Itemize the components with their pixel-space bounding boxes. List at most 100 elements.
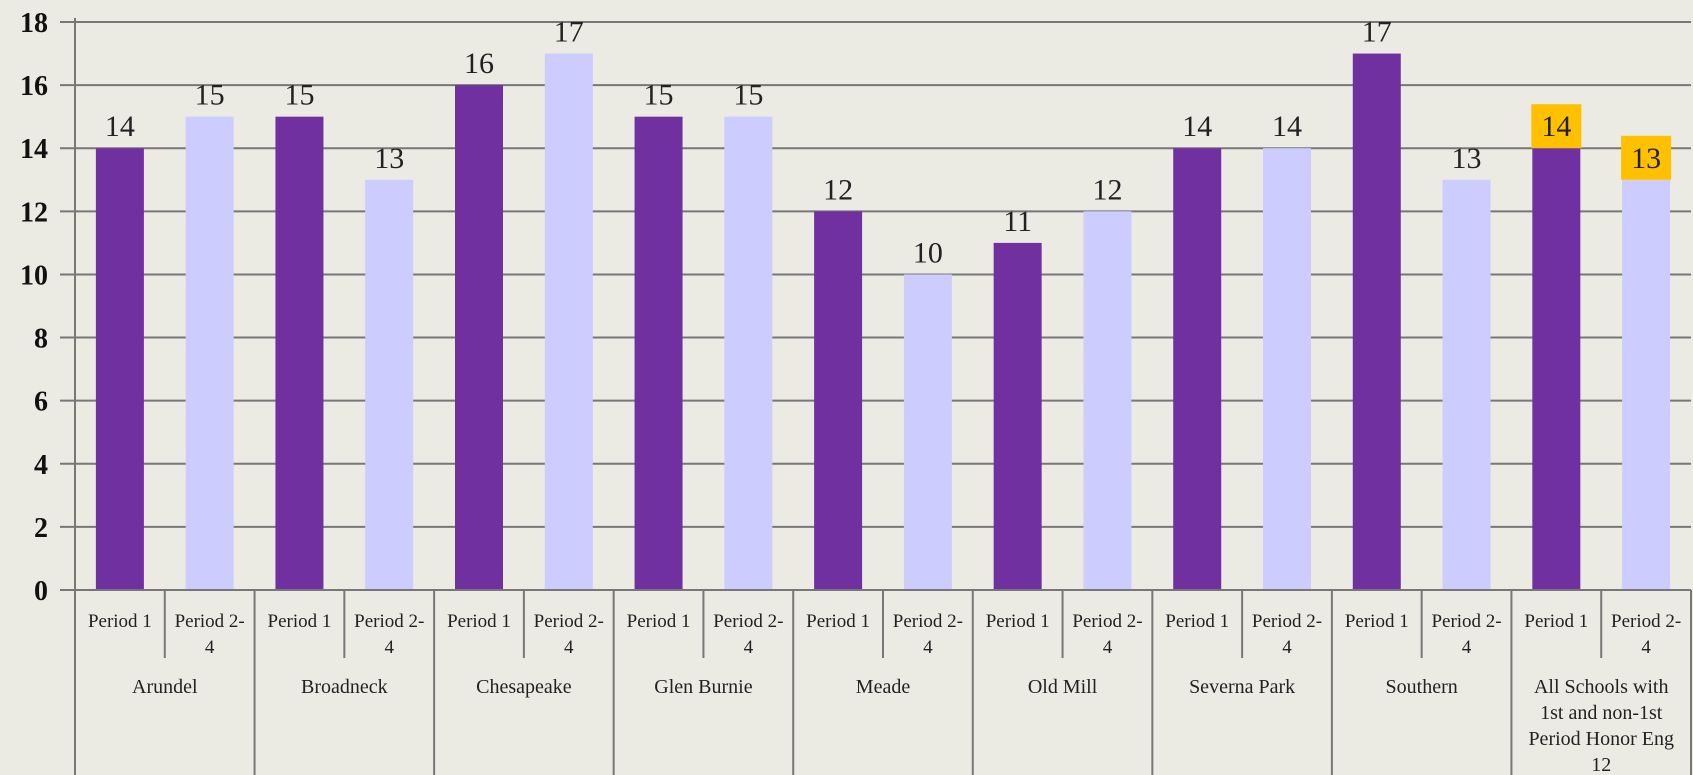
data-label: 17 xyxy=(1362,16,1392,49)
x-group-label: Chesapeake xyxy=(476,676,572,698)
data-label: 14 xyxy=(1272,110,1302,143)
x-group-label: Severna Park xyxy=(1189,676,1295,698)
x-tick-label: Period 2- 4 xyxy=(1611,611,1681,658)
x-tick-label: Period 2- 4 xyxy=(1252,611,1322,658)
x-tick-label-line: 4 xyxy=(1641,637,1651,658)
x-tick-label-line: Period 2- xyxy=(1252,611,1322,632)
x-tick-label-line: Period 1 xyxy=(268,611,332,632)
x-tick-label-line: Period 2- xyxy=(1072,611,1142,632)
x-tick-label-line: Period 2- xyxy=(354,611,424,632)
x-tick-label: Period 1 xyxy=(1345,611,1409,632)
x-group-label: Old Mill xyxy=(1028,676,1098,698)
data-label: 15 xyxy=(284,79,314,112)
data-label: 16 xyxy=(464,47,494,80)
x-tick-label: Period 2- 4 xyxy=(893,611,963,658)
x-tick-label-line: Period 1 xyxy=(1345,611,1409,632)
y-tick-label: 14 xyxy=(20,134,48,165)
bar xyxy=(1532,148,1581,590)
x-group-label-line: Broadneck xyxy=(301,676,388,698)
x-tick-label: Period 1 xyxy=(88,611,152,632)
x-group-label-line: Southern xyxy=(1386,676,1458,698)
y-tick-label: 6 xyxy=(34,387,48,418)
x-group-label: Glen Burnie xyxy=(654,676,752,698)
data-label: 15 xyxy=(195,79,225,112)
x-tick-label: Period 1 xyxy=(986,611,1050,632)
x-tick-label-line: Period 2- xyxy=(1611,611,1681,632)
bar xyxy=(634,116,683,591)
x-group-label: Southern xyxy=(1386,676,1458,698)
x-group-label-line: Severna Park xyxy=(1189,676,1295,698)
bar xyxy=(1263,148,1311,590)
x-tick-label-line: Period 1 xyxy=(1524,611,1588,632)
x-tick-label-line: Period 1 xyxy=(1165,611,1229,632)
x-group-label: Meade xyxy=(856,676,911,698)
labels: 0 2 4 6 8 10 12 14 16 18 14 Period 1 15 Period 2- 4 Aru… xyxy=(20,8,1681,775)
bar xyxy=(1173,148,1222,590)
x-tick-label-line: Period 1 xyxy=(88,611,152,632)
bar xyxy=(95,148,144,590)
x-tick-label: Period 1 xyxy=(447,611,511,632)
bar xyxy=(993,242,1042,590)
x-group-label-line: Period Honor Eng xyxy=(1528,728,1674,750)
x-tick-label: Period 1 xyxy=(1165,611,1229,632)
x-group-label-line: Old Mill xyxy=(1028,676,1098,698)
x-group-label: Broadneck xyxy=(301,676,388,698)
data-label-highlight xyxy=(1621,135,1672,180)
x-tick-label-line: Period 1 xyxy=(986,611,1050,632)
x-group-label-line: All Schools with xyxy=(1534,676,1668,698)
x-tick-label-line: Period 1 xyxy=(447,611,511,632)
x-tick-label-line: 4 xyxy=(384,637,394,658)
data-label-highlight xyxy=(1531,104,1582,149)
data-label: 17 xyxy=(554,16,584,49)
x-tick-label-line: Period 2- xyxy=(893,611,963,632)
data-label: 12 xyxy=(1092,173,1122,206)
x-tick-label-line: 4 xyxy=(205,637,215,658)
bar xyxy=(1352,53,1401,591)
bar xyxy=(1622,179,1671,590)
data-label: 15 xyxy=(733,79,763,112)
x-tick-label: Period 2- 4 xyxy=(175,611,245,658)
y-tick-label: 16 xyxy=(20,71,48,102)
x-tick-label: Period 1 xyxy=(627,611,691,632)
x-tick-label-line: Period 2- xyxy=(534,611,604,632)
x-tick-label-line: 4 xyxy=(1103,637,1113,658)
x-group-label-line: Chesapeake xyxy=(476,676,572,698)
x-tick-label-line: 4 xyxy=(744,637,754,658)
y-tick-label: 18 xyxy=(20,8,48,39)
bars xyxy=(95,53,1671,591)
x-group-label-line: 1st and non-1st xyxy=(1540,702,1663,724)
x-tick-label: Period 2- 4 xyxy=(1431,611,1501,658)
x-tick-label: Period 2- 4 xyxy=(713,611,783,658)
bar xyxy=(724,116,773,591)
data-label: 14 xyxy=(1541,110,1571,143)
y-tick-label: 10 xyxy=(20,260,48,291)
y-tick-label: 0 xyxy=(34,576,48,607)
data-label: 11 xyxy=(1003,205,1032,238)
y-tick-label: 12 xyxy=(20,197,48,228)
x-group-label: Arundel xyxy=(132,676,198,698)
x-tick-label-line: Period 1 xyxy=(627,611,691,632)
x-tick-label-line: Period 2- xyxy=(713,611,783,632)
x-tick-label-line: 4 xyxy=(1462,637,1472,658)
x-group-label-line: 12 xyxy=(1591,754,1611,775)
data-label: 12 xyxy=(823,173,853,206)
data-label: 14 xyxy=(105,110,135,143)
y-tick-label: 4 xyxy=(34,450,48,481)
bar xyxy=(275,116,324,591)
x-tick-label: Period 2- 4 xyxy=(1072,611,1142,658)
bar xyxy=(455,85,503,590)
x-tick-label-line: Period 2- xyxy=(1431,611,1501,632)
x-tick-label-line: 4 xyxy=(564,637,574,658)
data-label: 14 xyxy=(1182,110,1212,143)
axes xyxy=(74,18,1692,775)
data-label: 13 xyxy=(374,142,404,175)
data-label: 13 xyxy=(1631,142,1661,175)
x-tick-label-line: Period 1 xyxy=(806,611,870,632)
bar xyxy=(365,179,414,590)
y-tick-label: 2 xyxy=(34,513,48,544)
x-tick-label: Period 2- 4 xyxy=(534,611,604,658)
x-tick-label: Period 1 xyxy=(268,611,332,632)
x-tick-label-line: 4 xyxy=(923,637,933,658)
x-tick-label: Period 2- 4 xyxy=(354,611,424,658)
